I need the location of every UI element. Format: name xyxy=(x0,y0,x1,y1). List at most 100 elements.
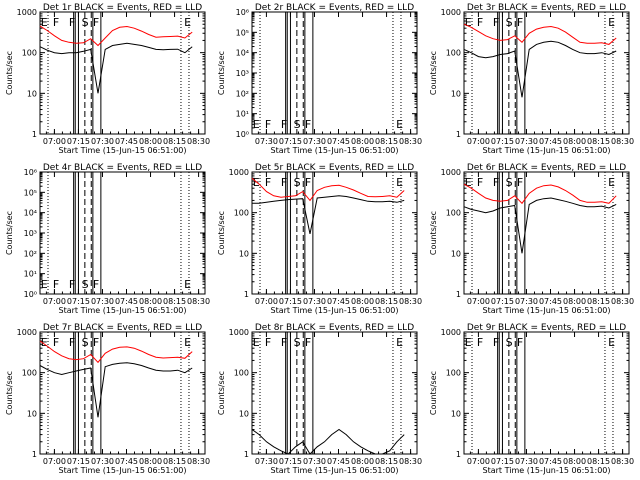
x-axis-label: Start Time (15-Jun-15 06:51:00) xyxy=(483,306,611,315)
detector-panel: Det 8r BLACK = Events, RED = LLD 1 10 100 10… xyxy=(217,323,422,475)
event-marker: F xyxy=(53,16,59,29)
y-axis-label: Counts/sec xyxy=(5,211,14,255)
y-tick-label: 1000 xyxy=(17,8,37,17)
x-tick-label: 07:45 xyxy=(115,297,138,306)
y-tick-label: 10² xyxy=(236,89,249,98)
y-tick-label: 10¹ xyxy=(24,270,37,279)
x-axis-label: Start Time (15-Jun-15 06:51:00) xyxy=(59,146,187,155)
event-marker: F xyxy=(281,176,287,189)
y-tick-label: 10 xyxy=(451,89,461,98)
event-marker: S xyxy=(82,336,89,349)
x-tick-label: 08:00 xyxy=(139,457,162,466)
x-tick-label: 08:15 xyxy=(375,137,398,146)
detector-panel: Det 6r BLACK = Events, RED = LLD 1 10 100 10… xyxy=(429,163,634,315)
y-tick-label: 10⁰ xyxy=(24,290,37,299)
x-tick-label: 07:30 xyxy=(515,457,538,466)
event-marker: F xyxy=(477,176,483,189)
x-tick-label: 07:15 xyxy=(67,457,90,466)
y-axis-label: Counts/sec xyxy=(429,371,438,415)
y-axis-label: Counts/sec xyxy=(5,51,14,95)
x-tick-label: 08:30 xyxy=(611,457,634,466)
y-tick-label: 1000 xyxy=(229,168,249,177)
x-tick-label: 08:15 xyxy=(587,297,610,306)
y-tick-label: 10⁵ xyxy=(24,188,37,197)
x-axis-label: Start Time (15-Jun-15 06:51:00) xyxy=(59,466,187,475)
y-tick-label: 1000 xyxy=(17,328,37,337)
lld-series-line xyxy=(463,183,617,205)
lld-series-line xyxy=(463,23,617,45)
event-marker: E xyxy=(465,16,472,29)
event-marker: F xyxy=(265,176,271,189)
event-marker: F xyxy=(69,336,75,349)
panel-title: Det 7r BLACK = Events, RED = LLD xyxy=(43,323,202,333)
x-axis-label: Start Time (15-Jun-15 06:51:00) xyxy=(483,466,611,475)
y-tick-label: 10⁴ xyxy=(24,209,37,218)
x-axis-label: Start Time (15-Jun-15 06:51:00) xyxy=(271,306,399,315)
x-tick-label: 07:00 xyxy=(467,457,490,466)
event-marker: E xyxy=(184,278,191,291)
plot-frame xyxy=(463,331,630,455)
y-tick-label: 10 xyxy=(239,409,249,418)
lld-series-line xyxy=(251,177,405,202)
x-axis-label: Start Time (15-Jun-15 06:51:00) xyxy=(271,146,399,155)
x-tick-label: 08:15 xyxy=(375,297,398,306)
y-tick-label: 10¹ xyxy=(236,110,249,119)
plot-frame xyxy=(463,11,630,135)
event-marker: F xyxy=(517,336,523,349)
x-tick-label: 08:30 xyxy=(399,297,422,306)
event-marker: F xyxy=(265,118,271,131)
y-tick-label: 10⁴ xyxy=(236,49,249,58)
x-tick-label: 08:15 xyxy=(163,297,186,306)
x-tick-label: 08:30 xyxy=(187,457,210,466)
event-marker: F xyxy=(305,336,311,349)
event-marker: F xyxy=(305,118,311,131)
y-tick-label: 1000 xyxy=(441,8,461,17)
detector-panel: Det 5r BLACK = Events, RED = LLD 1 10 100 10… xyxy=(217,163,422,315)
y-tick-label: 1 xyxy=(456,290,461,299)
event-marker: S xyxy=(294,118,301,131)
x-tick-label: 08:15 xyxy=(163,457,186,466)
x-tick-label: 07:30 xyxy=(91,137,114,146)
event-marker: E xyxy=(396,176,403,189)
x-axis-label: Start Time (15-Jun-15 06:51:00) xyxy=(483,146,611,155)
x-tick-label: 08:30 xyxy=(399,137,422,146)
event-marker: F xyxy=(281,336,287,349)
y-axis-label: Counts/sec xyxy=(217,51,226,95)
x-tick-label: 08:15 xyxy=(587,457,610,466)
y-tick-label: 10⁶ xyxy=(236,8,249,17)
x-tick-label: 08:15 xyxy=(375,457,398,466)
event-marker: E xyxy=(465,176,472,189)
events-series-line xyxy=(252,195,405,235)
event-marker: F xyxy=(517,176,523,189)
event-marker: E xyxy=(253,336,260,349)
event-marker: E xyxy=(41,336,48,349)
x-tick-label: 07:15 xyxy=(67,297,90,306)
event-marker: F xyxy=(281,118,287,131)
x-tick-label: 07:45 xyxy=(327,297,350,306)
panel-title: Det 5r BLACK = Events, RED = LLD xyxy=(255,163,414,173)
event-marker: S xyxy=(294,176,301,189)
plot-frame xyxy=(39,171,206,295)
x-axis-label: Start Time (15-Jun-15 06:51:00) xyxy=(59,306,187,315)
event-marker: F xyxy=(93,336,99,349)
event-marker: F xyxy=(477,336,483,349)
y-tick-label: 1000 xyxy=(229,328,249,337)
event-marker: F xyxy=(69,16,75,29)
event-marker: F xyxy=(93,278,99,291)
x-tick-label: 07:00 xyxy=(467,137,490,146)
events-series-line xyxy=(463,40,617,98)
event-marker: S xyxy=(82,16,89,29)
x-tick-label: 07:30 xyxy=(515,137,538,146)
x-tick-label: 08:30 xyxy=(399,457,422,466)
x-tick-label: 07:00 xyxy=(467,297,490,306)
y-tick-label: 100 xyxy=(234,209,249,218)
x-tick-label: 08:30 xyxy=(187,297,210,306)
x-tick-label: 07:30 xyxy=(303,297,326,306)
events-series-line xyxy=(251,428,405,455)
x-tick-label: 07:30 xyxy=(255,137,278,146)
x-tick-label: 08:30 xyxy=(187,137,210,146)
x-tick-label: 07:45 xyxy=(115,457,138,466)
event-marker: E xyxy=(608,16,615,29)
x-tick-label: 07:45 xyxy=(327,457,350,466)
